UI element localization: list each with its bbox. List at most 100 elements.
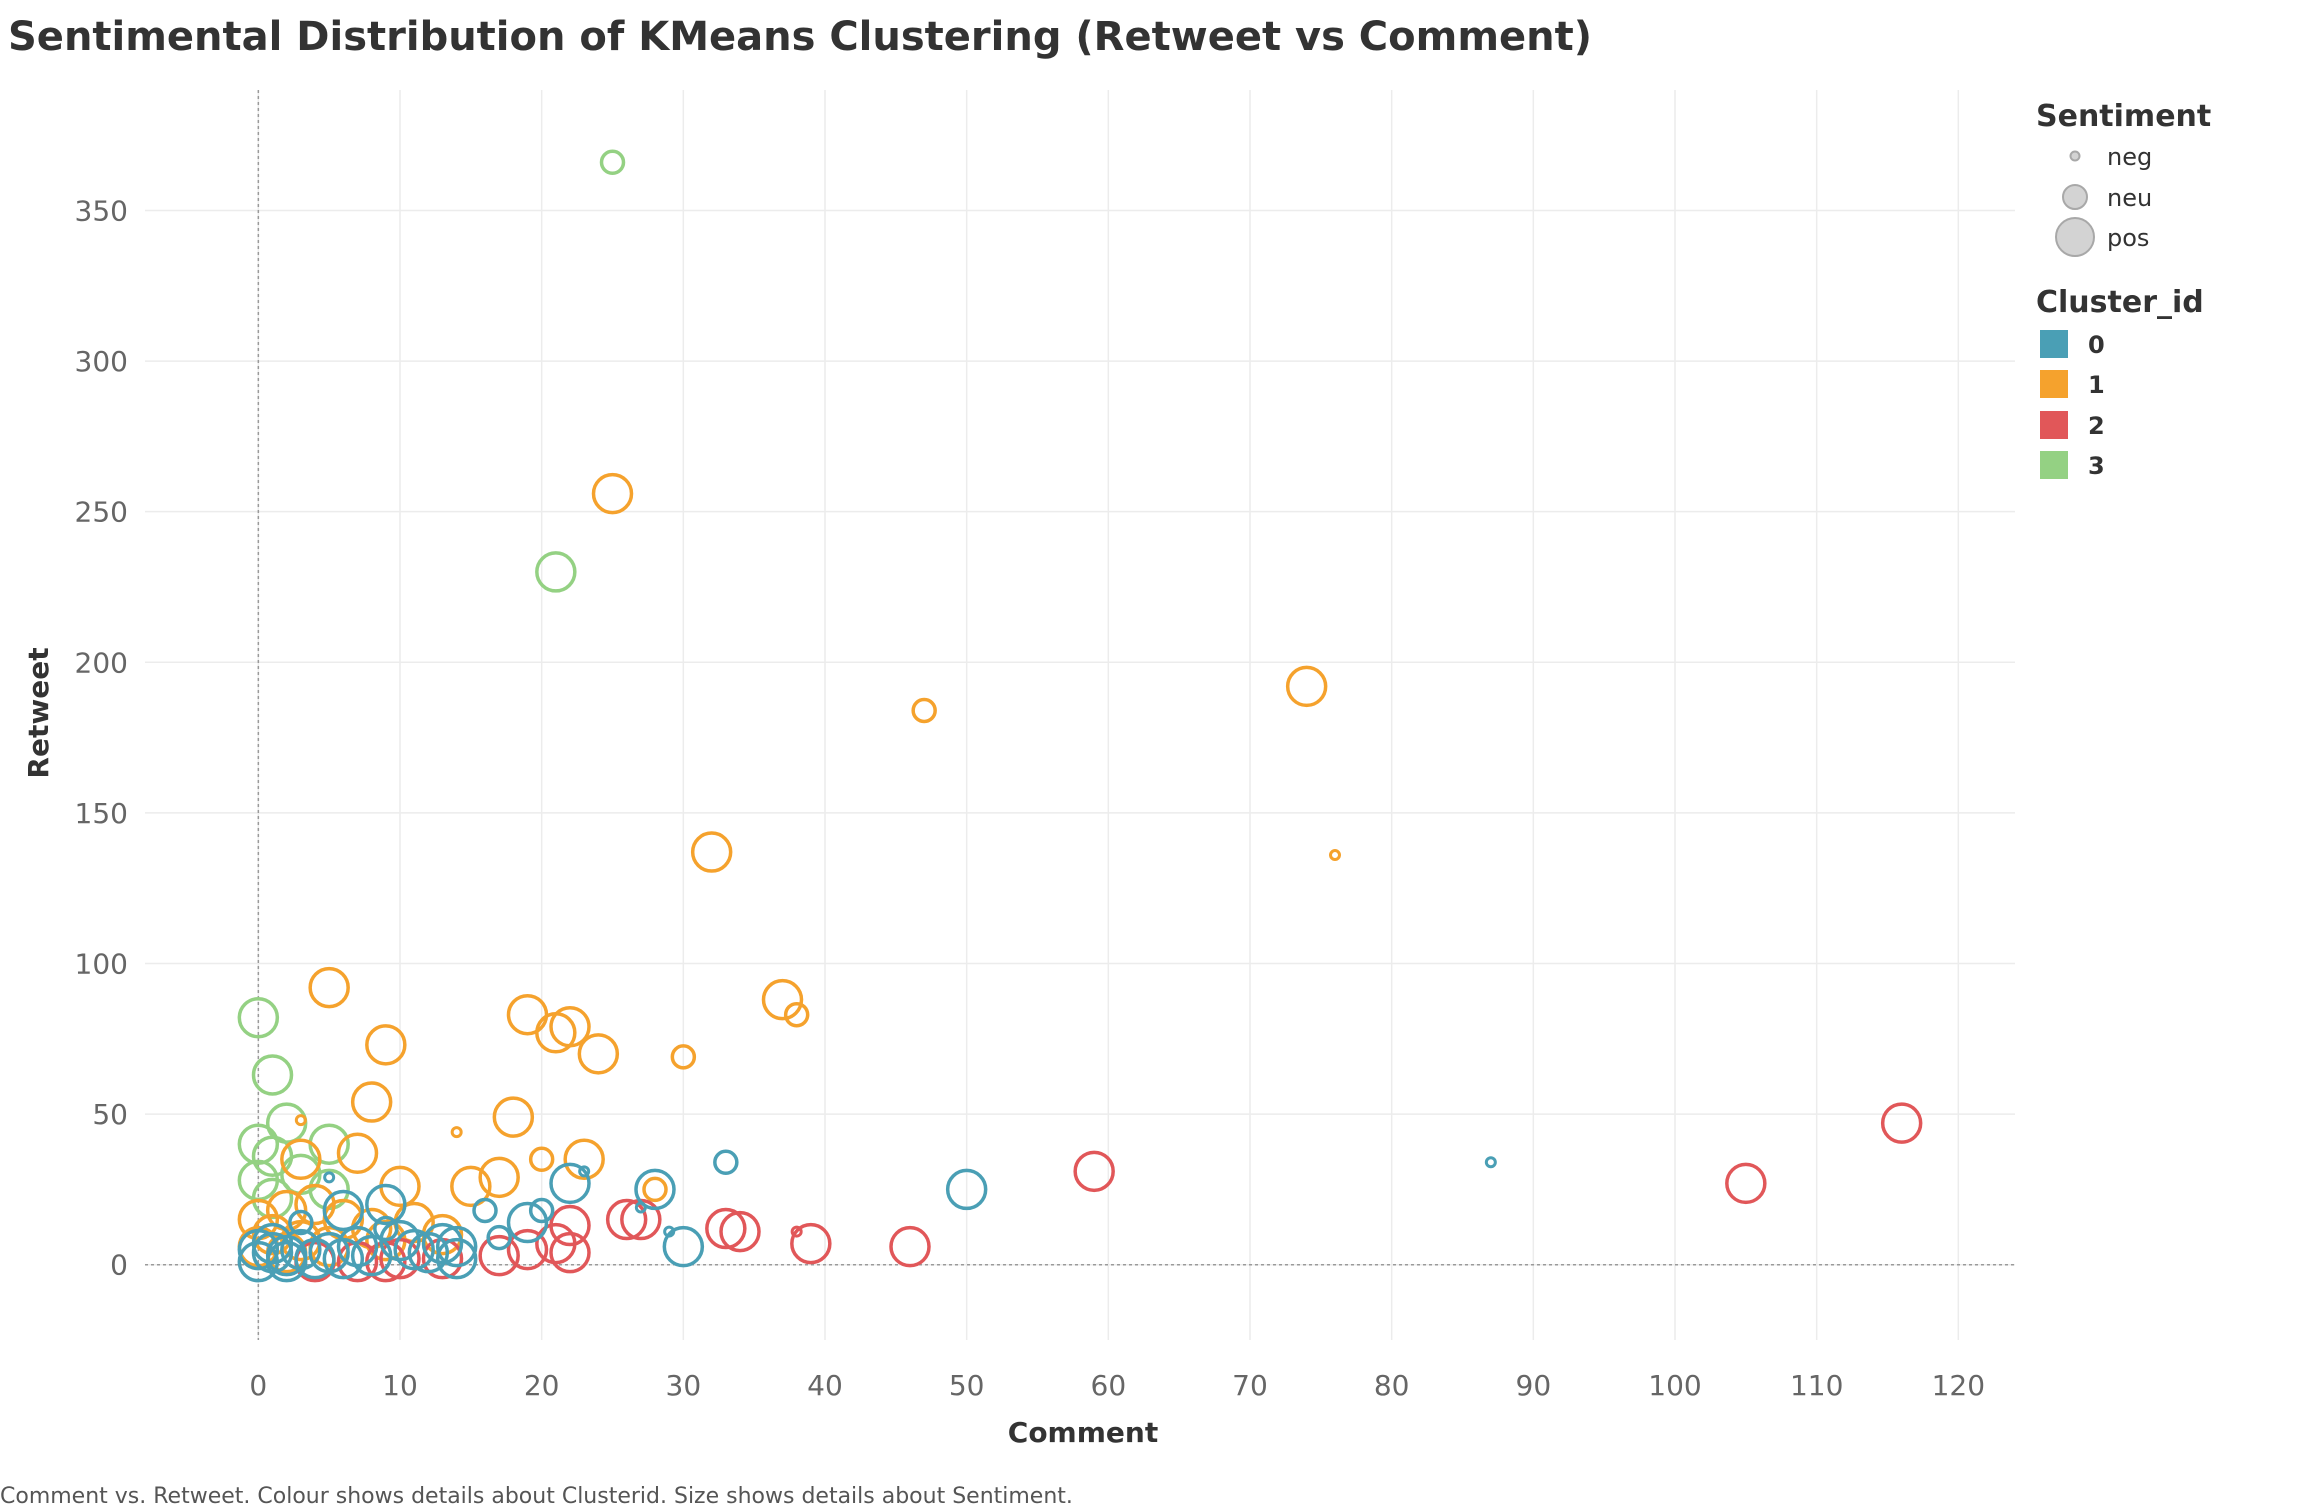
data-point-cluster-0	[713, 1149, 739, 1176]
data-point-cluster-1	[294, 1114, 307, 1127]
data-point-cluster-1	[591, 472, 634, 515]
data-point-cluster-1	[528, 1146, 555, 1173]
data-point-cluster-3	[251, 1054, 294, 1096]
data-point-cluster-1	[642, 1176, 668, 1203]
data-point-cluster-0	[373, 1215, 399, 1242]
data-points	[237, 149, 1923, 1283]
data-point-cluster-1	[365, 1024, 407, 1066]
data-point-cluster-1	[492, 1096, 535, 1138]
data-point-cluster-2	[889, 1225, 931, 1268]
data-point-cluster-2	[506, 1228, 549, 1271]
x-tick-label: 80	[1374, 1369, 1410, 1402]
data-point-cluster-0	[486, 1224, 512, 1251]
data-point-cluster-3	[237, 1123, 280, 1165]
chart-title: Sentimental Distribution of KMeans Clust…	[8, 14, 1593, 60]
x-tick-label: 10	[382, 1369, 418, 1402]
size-legend-items: neg neu pos	[2055, 143, 2152, 257]
data-point-cluster-1	[308, 966, 350, 1009]
y-tick-label: 150	[75, 797, 128, 830]
data-point-cluster-3	[237, 996, 280, 1039]
data-point-cluster-0	[634, 1201, 647, 1214]
data-point-cluster-1	[577, 1033, 620, 1075]
x-tick-label: 60	[1091, 1369, 1127, 1402]
data-point-cluster-1	[478, 1156, 520, 1199]
data-point-cluster-0	[288, 1209, 314, 1236]
grid-lines	[145, 90, 2015, 1340]
data-point-cluster-0	[322, 1189, 365, 1232]
data-point-cluster-0	[435, 1225, 478, 1268]
data-point-cluster-1	[911, 697, 937, 724]
data-point-cluster-2	[705, 1207, 747, 1250]
size-legend-marker	[2069, 150, 2081, 162]
data-point-cluster-1	[535, 1012, 577, 1054]
data-point-cluster-1	[450, 1126, 463, 1139]
x-tick-label: 40	[807, 1369, 843, 1402]
size-legend-label: neu	[2107, 184, 2152, 212]
y-tick-label: 250	[75, 496, 128, 529]
data-point-cluster-1	[336, 1132, 379, 1175]
data-point-cluster-1	[1285, 665, 1328, 708]
data-point-cluster-2	[605, 1198, 648, 1241]
data-point-cluster-1	[450, 1165, 492, 1208]
color-legend-swatch	[2040, 370, 2068, 398]
data-point-cluster-0	[472, 1197, 498, 1224]
data-point-cluster-0	[578, 1165, 591, 1178]
size-legend-title: Sentiment	[2036, 99, 2211, 134]
data-point-cluster-2	[478, 1234, 520, 1277]
y-tick-label: 100	[75, 947, 128, 980]
x-axis-title: Comment	[1008, 1416, 1158, 1449]
y-axis-title: Retweet	[22, 647, 55, 778]
data-point-cluster-1	[1329, 849, 1341, 862]
data-point-cluster-0	[265, 1234, 308, 1277]
y-tick-label: 300	[75, 345, 128, 378]
data-point-cluster-2	[549, 1231, 591, 1274]
legend: Sentiment neg neu pos Cluster_id 0 1 2 3	[2036, 99, 2211, 480]
x-tick-label: 70	[1232, 1369, 1268, 1402]
color-legend-swatch	[2040, 411, 2068, 439]
data-point-cluster-1	[690, 831, 733, 873]
x-tick-label: 30	[666, 1369, 702, 1402]
size-legend-label: neg	[2107, 143, 2152, 171]
data-point-cluster-1	[280, 1138, 322, 1181]
x-tick-label: 20	[524, 1369, 560, 1402]
x-tick-label: 0	[249, 1369, 267, 1402]
y-tick-label: 200	[75, 646, 128, 679]
data-point-cluster-0	[251, 1222, 294, 1265]
color-legend-title: Cluster_id	[2036, 285, 2204, 320]
chart-caption: Comment vs. Retweet. Colour shows detail…	[0, 1484, 1073, 1509]
data-point-cluster-0	[1484, 1156, 1497, 1169]
data-point-cluster-0	[435, 1237, 478, 1280]
y-axis-ticks: 0 50 100 150 200 250 300 350	[75, 194, 128, 1281]
data-point-cluster-0	[528, 1197, 555, 1224]
data-point-cluster-2	[1880, 1102, 1923, 1144]
data-point-cluster-1	[563, 1138, 605, 1181]
size-legend-marker	[2055, 217, 2095, 257]
data-point-cluster-2	[719, 1210, 761, 1253]
data-point-cluster-0	[421, 1222, 464, 1265]
data-point-cluster-1	[783, 1001, 810, 1028]
data-point-cluster-0	[323, 1171, 336, 1184]
x-tick-label: 50	[949, 1369, 985, 1402]
data-point-cluster-0	[945, 1168, 988, 1211]
color-legend-swatch	[2040, 451, 2068, 479]
color-legend-label: 0	[2088, 331, 2105, 359]
data-point-cluster-0	[662, 1225, 705, 1268]
color-legend-label: 2	[2088, 412, 2105, 440]
data-point-cluster-0	[634, 1168, 676, 1211]
color-legend-swatch	[2040, 330, 2068, 358]
data-point-cluster-1	[670, 1044, 697, 1070]
data-point-cluster-1	[350, 1081, 393, 1123]
data-point-cluster-2	[790, 1222, 832, 1265]
color-legend-label: 3	[2088, 452, 2105, 480]
data-point-cluster-3	[535, 551, 577, 593]
data-point-cluster-0	[365, 1183, 407, 1226]
color-legend-items: 0 1 2 3	[2040, 330, 2105, 480]
x-axis-ticks: 0 10 20 30 40 50 60 70 80 90 100 110 120	[249, 1369, 1985, 1402]
data-point-cluster-2	[790, 1225, 803, 1238]
data-point-cluster-3	[251, 1177, 294, 1220]
data-point-cluster-0	[336, 1225, 379, 1268]
data-point-cluster-1	[761, 978, 804, 1021]
y-tick-label: 0	[110, 1249, 128, 1282]
x-tick-label: 100	[1648, 1369, 1701, 1402]
